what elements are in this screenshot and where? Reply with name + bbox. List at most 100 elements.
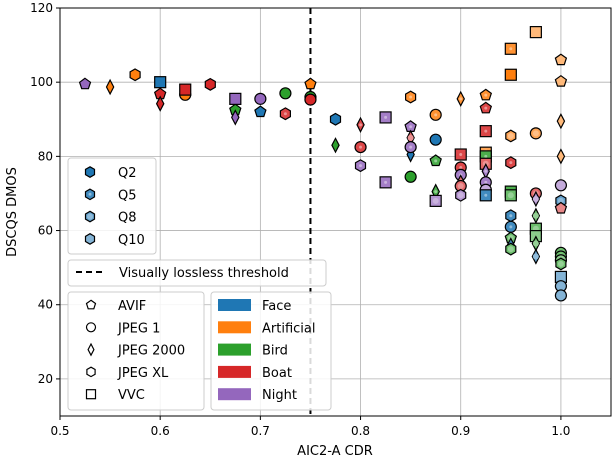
data-point bbox=[505, 156, 517, 170]
data-point bbox=[404, 140, 417, 154]
data-point bbox=[229, 92, 242, 105]
legend-label: Q8 bbox=[118, 211, 137, 226]
legend-label: VVC bbox=[118, 388, 145, 403]
hexagon-icon bbox=[86, 366, 96, 378]
data-point bbox=[254, 105, 267, 118]
marker-pentagon bbox=[554, 201, 568, 214]
data-point bbox=[254, 92, 267, 105]
marker-diamond bbox=[556, 113, 566, 130]
marker-center bbox=[434, 190, 438, 194]
marker-diamond bbox=[331, 137, 340, 154]
hexagon-icon bbox=[84, 233, 96, 245]
data-point bbox=[279, 87, 292, 100]
marker-circle bbox=[404, 170, 417, 183]
marker-center bbox=[407, 134, 414, 141]
marker-center bbox=[384, 180, 388, 184]
data-point bbox=[479, 88, 493, 101]
ticks: 0.5 0.6 0.7 0.8 0.9 1.0 20 40 60 80 100 120 bbox=[30, 1, 570, 438]
data-point bbox=[554, 53, 568, 66]
marker-center bbox=[88, 192, 92, 196]
marker-pentagon bbox=[554, 74, 568, 87]
quality-legend-entry: Q10 bbox=[84, 233, 145, 248]
data-point bbox=[179, 83, 192, 96]
marker-center bbox=[459, 97, 463, 101]
marker-center bbox=[484, 106, 488, 110]
marker-center bbox=[359, 164, 363, 168]
quality-legend-entry: Q8 bbox=[84, 211, 137, 226]
data-point bbox=[556, 148, 566, 165]
marker-center bbox=[283, 112, 287, 116]
legend-label: Artificial bbox=[262, 321, 315, 336]
legend-label: JPEG 2000 bbox=[117, 344, 185, 359]
plot-frame bbox=[59, 7, 612, 417]
data-point bbox=[129, 68, 141, 82]
legends: Q2 Q5 Q8 Q10 Visually lossless threshold AVIF… bbox=[67, 157, 332, 411]
data-point bbox=[279, 107, 291, 121]
data-point bbox=[331, 137, 340, 154]
marker-center bbox=[434, 113, 438, 117]
marker-square bbox=[179, 83, 192, 96]
marker-circle bbox=[254, 92, 267, 105]
marker-center bbox=[532, 196, 539, 203]
data-point bbox=[429, 108, 442, 121]
marker-center bbox=[509, 161, 513, 165]
marker-center bbox=[434, 159, 438, 163]
marker-circle bbox=[429, 133, 442, 146]
image-legend-entry: Face bbox=[218, 299, 291, 314]
marker-center bbox=[507, 192, 514, 199]
marker-hexagon bbox=[129, 68, 141, 82]
data-point bbox=[554, 201, 568, 214]
data-point bbox=[455, 188, 467, 202]
marker-center bbox=[484, 180, 488, 184]
pentagon-icon bbox=[85, 299, 97, 310]
marker-hexagon bbox=[204, 77, 216, 91]
color-swatch bbox=[218, 343, 251, 356]
marker-pentagon bbox=[304, 77, 317, 90]
y-tick-label: 80 bbox=[38, 149, 53, 163]
legend-label: AVIF bbox=[118, 299, 146, 314]
marker-center bbox=[507, 132, 514, 139]
legend-label: Visually lossless threshold bbox=[119, 266, 289, 281]
marker-center bbox=[557, 197, 564, 204]
marker-center bbox=[532, 240, 539, 247]
marker-center bbox=[384, 115, 388, 119]
data-point bbox=[304, 77, 317, 90]
marker-center bbox=[507, 246, 514, 253]
marker-center bbox=[557, 260, 564, 267]
square-icon bbox=[85, 389, 97, 400]
color-swatch bbox=[218, 299, 251, 311]
y-tick-label: 120 bbox=[30, 1, 53, 15]
marker-center bbox=[459, 165, 463, 169]
marker-pentagon bbox=[254, 105, 267, 118]
diamond-icon bbox=[87, 342, 95, 357]
data-point bbox=[554, 179, 568, 192]
data-point bbox=[504, 68, 517, 81]
legend-label: Night bbox=[262, 388, 297, 403]
marker-center bbox=[509, 225, 513, 229]
data-point bbox=[379, 111, 392, 124]
marker-center bbox=[484, 154, 488, 158]
legend-label: Q2 bbox=[118, 166, 137, 181]
color-swatch bbox=[218, 388, 251, 401]
marker-circle bbox=[304, 93, 317, 106]
legend-label: Bird bbox=[262, 344, 288, 359]
image-legend-entry: Artificial bbox=[218, 321, 315, 336]
data-point bbox=[78, 77, 92, 90]
data-point bbox=[504, 42, 517, 55]
data-point bbox=[479, 189, 492, 202]
data-point bbox=[354, 140, 367, 154]
marker-center bbox=[532, 130, 539, 137]
data-point bbox=[429, 194, 442, 207]
marker-square bbox=[154, 76, 167, 89]
data-point bbox=[479, 101, 493, 114]
x-axis-label: AIC2-A CDR bbox=[297, 444, 373, 459]
hexagon-icon bbox=[84, 166, 96, 178]
marker-center bbox=[409, 95, 413, 99]
marker-center bbox=[509, 214, 513, 218]
marker-center bbox=[409, 125, 413, 129]
marker-center bbox=[484, 169, 488, 173]
marker-center bbox=[484, 129, 488, 133]
data-point bbox=[554, 74, 568, 87]
data-point bbox=[155, 95, 165, 112]
